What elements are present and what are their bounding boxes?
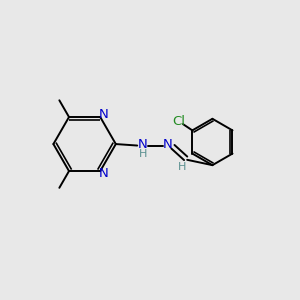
Text: H: H — [138, 149, 147, 159]
Text: H: H — [178, 162, 186, 172]
Text: N: N — [99, 167, 109, 180]
Text: N: N — [163, 138, 173, 151]
Text: N: N — [138, 138, 147, 151]
Text: N: N — [99, 108, 109, 121]
Text: Cl: Cl — [172, 115, 185, 128]
